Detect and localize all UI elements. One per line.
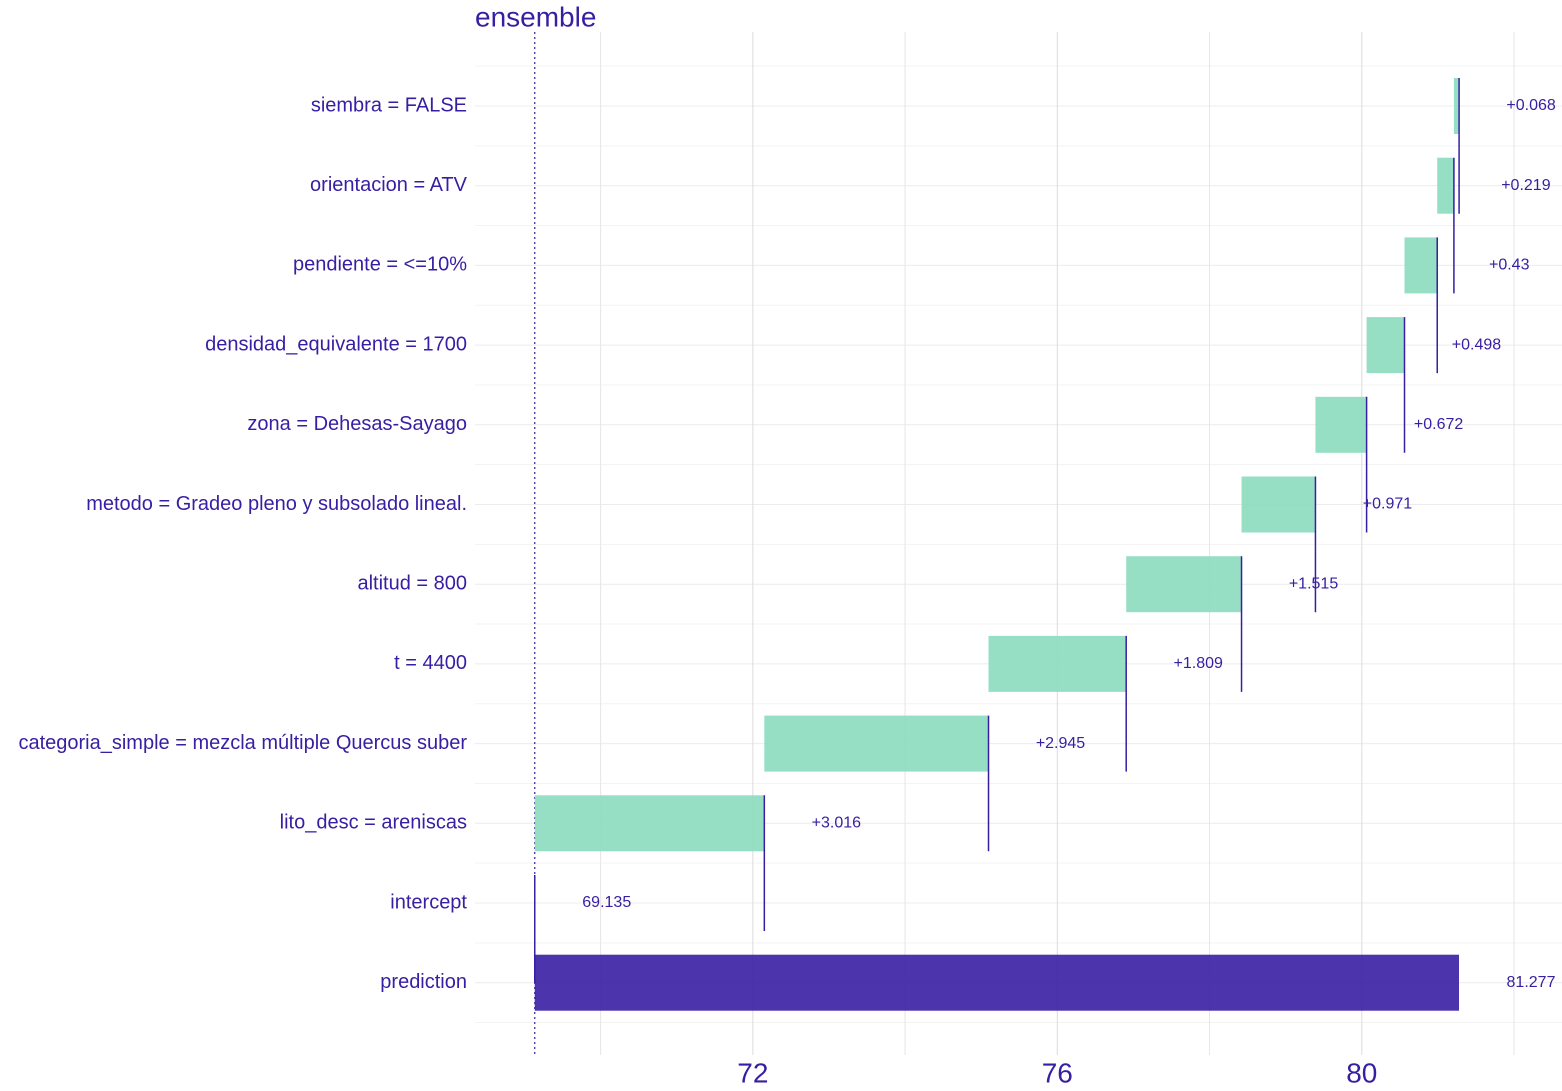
value-label: +0.219 bbox=[1501, 177, 1550, 194]
value-label: +0.068 bbox=[1506, 97, 1555, 114]
value-label: 81.277 bbox=[1507, 974, 1556, 991]
value-label: +2.945 bbox=[1036, 735, 1085, 752]
value-label: +0.971 bbox=[1363, 496, 1412, 513]
x-tick-label: 80 bbox=[1346, 1057, 1377, 1088]
y-tick-label: siembra = FALSE bbox=[311, 94, 467, 116]
bar bbox=[534, 795, 765, 852]
value-label: +0.672 bbox=[1414, 416, 1463, 433]
y-tick-label: t = 4400 bbox=[394, 652, 467, 674]
x-tick-label: 72 bbox=[737, 1057, 768, 1088]
total-bar bbox=[534, 954, 1460, 1011]
bar bbox=[1315, 396, 1367, 453]
bar bbox=[1453, 78, 1460, 134]
y-tick-label: orientacion = ATV bbox=[310, 174, 468, 196]
value-label: +3.016 bbox=[812, 815, 861, 832]
y-tick-label: altitud = 800 bbox=[357, 572, 467, 594]
value-label: +1.809 bbox=[1174, 655, 1223, 672]
chart-title: ensemble bbox=[475, 1, 596, 32]
value-label: 69.135 bbox=[582, 894, 631, 911]
bar bbox=[1366, 317, 1405, 374]
bar bbox=[988, 635, 1127, 692]
bar bbox=[1241, 476, 1316, 533]
y-tick-label: zona = Dehesas-Sayago bbox=[247, 413, 467, 435]
y-tick-label: prediction bbox=[380, 971, 467, 993]
bar bbox=[1404, 237, 1438, 294]
y-tick-label: pendiente = <=10% bbox=[293, 254, 467, 276]
y-tick-label: metodo = Gradeo pleno y subsolado lineal… bbox=[86, 493, 467, 515]
value-label: +1.515 bbox=[1289, 575, 1338, 592]
bar bbox=[764, 715, 989, 772]
y-tick-label: lito_desc = areniscas bbox=[280, 812, 467, 834]
bar bbox=[1126, 556, 1242, 613]
y-tick-label: categoria_simple = mezcla múltiple Querc… bbox=[18, 732, 467, 754]
y-tick-label: intercept bbox=[390, 891, 467, 913]
value-label: +0.498 bbox=[1452, 336, 1501, 353]
bar bbox=[1437, 157, 1454, 214]
value-label: +0.43 bbox=[1489, 257, 1530, 274]
y-tick-label: densidad_equivalente = 1700 bbox=[205, 333, 467, 355]
x-tick-label: 76 bbox=[1042, 1057, 1073, 1088]
